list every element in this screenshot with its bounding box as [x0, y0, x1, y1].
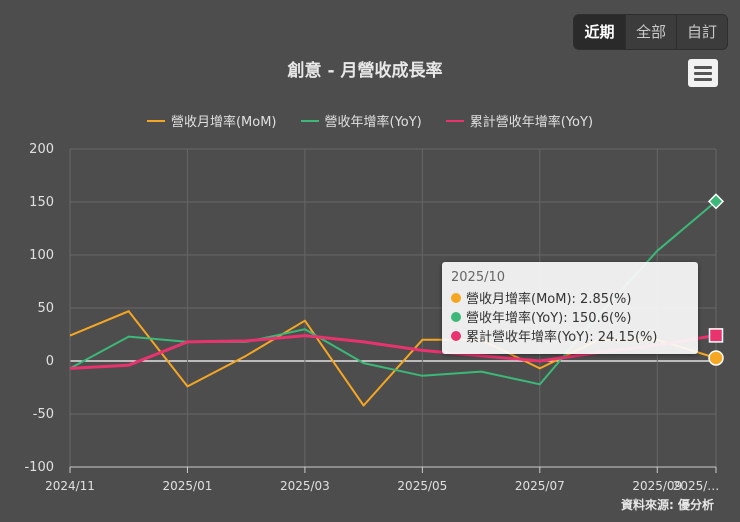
tooltip-date: 2025/10	[451, 270, 506, 285]
range-custom-button[interactable]: 自訂	[676, 15, 727, 49]
y-tick-label: 200	[29, 142, 54, 157]
y-tick-label: -50	[33, 407, 54, 422]
tooltip-dot-mom	[451, 292, 461, 303]
x-tick-label: 2025/05	[397, 479, 447, 493]
legend-swatch-yoy	[300, 119, 319, 122]
x-tick-label: 2025/09	[632, 479, 682, 493]
tooltip-text-yoy: 營收年增率(YoY): 150.6(%)	[466, 311, 632, 326]
marker-yoy	[707, 193, 725, 210]
tooltip-row-yoy: 營收年增率(YoY): 150.6(%)	[451, 307, 689, 326]
range-selector: 近期 全部 自訂	[573, 14, 728, 50]
range-all-button[interactable]: 全部	[625, 15, 676, 49]
y-tick-label: 0	[46, 354, 54, 369]
tooltip-dot-cumulative-yoy	[451, 330, 461, 341]
data-source: 資料來源: 優分析	[621, 498, 714, 512]
legend-item-yoy[interactable]: 營收年增率(YoY)	[300, 111, 422, 130]
y-tick-label: 100	[29, 248, 54, 263]
tooltip-dot-yoy	[451, 311, 461, 322]
chart-legend: 營收月增率(MoM) 營收年增率(YoY) 累計營收年增率(YoY)	[0, 111, 740, 130]
chart-title: 創意 - 月營收成長率	[287, 61, 443, 81]
y-tick-label: -100	[24, 460, 54, 475]
range-recent-button[interactable]: 近期	[574, 15, 625, 49]
hamburger-icon[interactable]	[688, 59, 718, 87]
tooltip-text-mom: 營收月增率(MoM): 2.85(%)	[466, 292, 632, 307]
x-tick-label: 2024/11	[45, 479, 95, 493]
legend-item-mom[interactable]: 營收月增率(MoM)	[146, 111, 277, 130]
x-tick-label: 2025/…	[673, 479, 720, 493]
legend-swatch-mom	[146, 119, 165, 122]
x-tick-label: 2025/01	[163, 479, 213, 493]
tooltip: 2025/10 營收月增率(MoM): 2.85(%) 營收年增率(YoY): …	[442, 262, 698, 354]
x-tick-label: 2025/03	[280, 479, 330, 493]
tooltip-text-cumulative-yoy: 累計營收年增率(YoY): 24.15(%)	[466, 330, 658, 345]
tooltip-row-mom: 營收月增率(MoM): 2.85(%)	[451, 288, 689, 307]
legend-swatch-cumulative-yoy	[445, 119, 464, 122]
x-tick-label: 2025/07	[515, 479, 565, 493]
legend-label-mom: 營收月增率(MoM)	[170, 115, 277, 130]
tooltip-row-cumulative-yoy: 累計營收年增率(YoY): 24.15(%)	[451, 326, 689, 345]
y-tick-label: 50	[37, 301, 54, 316]
marker-mom	[708, 350, 724, 366]
y-tick-label: 150	[29, 195, 54, 210]
legend-label-cumulative-yoy: 累計營收年增率(YoY)	[469, 115, 594, 130]
legend-label-yoy: 營收年增率(YoY)	[324, 115, 422, 130]
legend-item-cumulative-yoy[interactable]: 累計營收年增率(YoY)	[445, 111, 594, 130]
marker-cumulative-yoy	[708, 328, 724, 343]
